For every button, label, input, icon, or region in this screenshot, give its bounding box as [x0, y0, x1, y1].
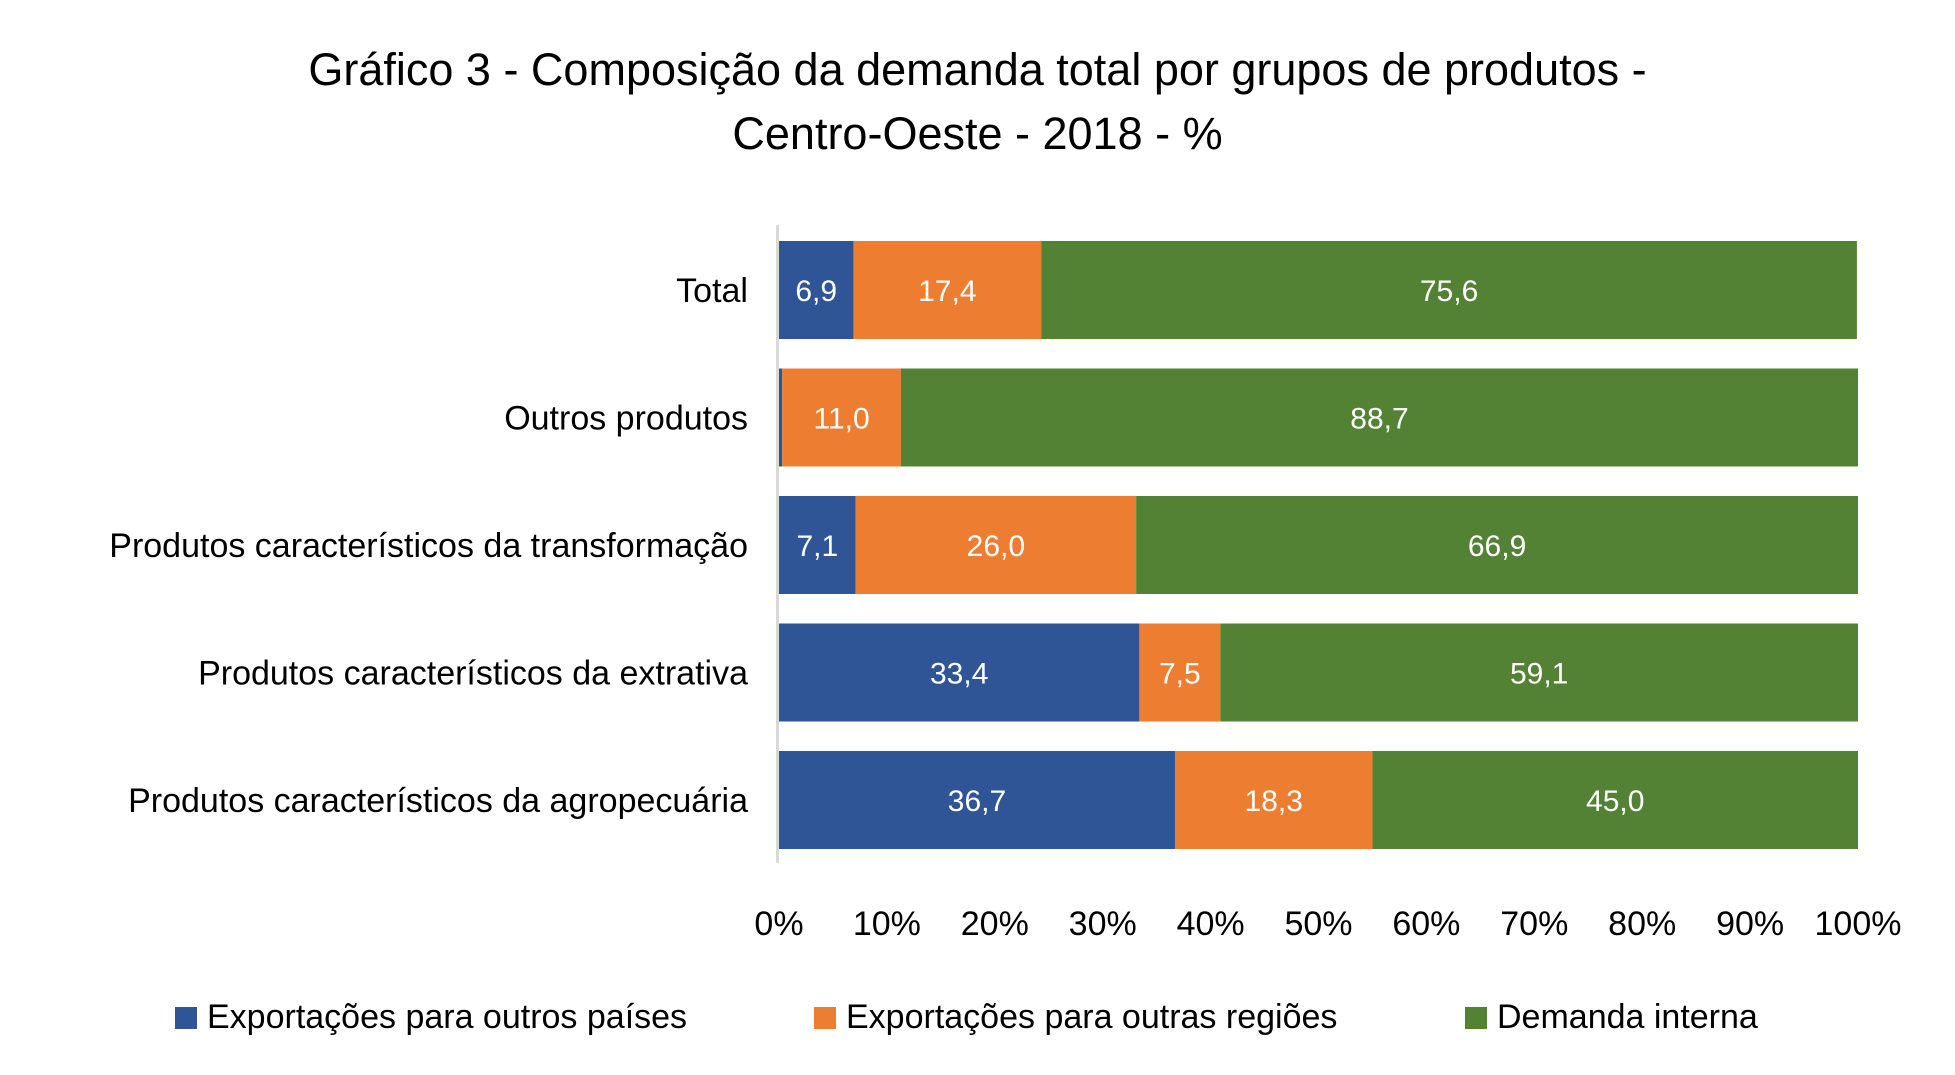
- category-label: Produtos característicos da transformaçã…: [109, 527, 748, 565]
- x-tick-label: 20%: [961, 905, 1029, 943]
- x-tick-label: 100%: [1815, 905, 1902, 943]
- x-tick-label: 70%: [1500, 905, 1568, 943]
- x-tick-label: 40%: [1177, 905, 1245, 943]
- bar-segment: [1041, 241, 1857, 339]
- bar-segment: [779, 751, 1175, 849]
- bar-segment: [1139, 623, 1221, 722]
- data-label: 75,6: [1420, 275, 1478, 308]
- legend-swatch: [1465, 1006, 1487, 1029]
- legend-swatch: [814, 1006, 836, 1029]
- bar-segment: [1220, 623, 1858, 722]
- data-label: 66,9: [1468, 530, 1526, 563]
- x-tick-label: 50%: [1284, 905, 1352, 943]
- bar-segment: [779, 368, 783, 467]
- x-tick-label: 30%: [1069, 905, 1137, 943]
- category-label: Produtos característicos da extrativa: [198, 655, 748, 693]
- data-label: 26,0: [967, 530, 1025, 563]
- data-label: 33,4: [930, 658, 988, 691]
- bar-segment: [779, 241, 854, 339]
- data-label: 88,7: [1350, 403, 1408, 436]
- legend-swatch: [175, 1006, 197, 1029]
- legend-item: Exportações para outros países: [175, 998, 687, 1037]
- bar-segment: [1372, 751, 1858, 849]
- data-label: 17,4: [918, 275, 976, 308]
- bar-segment: [779, 496, 856, 594]
- x-tick-label: 0%: [754, 905, 803, 943]
- legend-item: Exportações para outras regiões: [814, 998, 1337, 1037]
- data-label: 11,0: [813, 403, 869, 436]
- chart-title-line-2: Centro-Oeste - 2018 - %: [732, 108, 1223, 159]
- legend-item: Demanda interna: [1465, 998, 1758, 1037]
- category-label: Outros produtos: [504, 400, 748, 438]
- bar-segment: [855, 496, 1137, 594]
- data-label: 7,5: [1159, 658, 1201, 691]
- bar-segment: [1174, 751, 1373, 849]
- data-label: 36,7: [948, 785, 1006, 818]
- data-label: 6,9: [795, 275, 837, 308]
- x-tick-label: 60%: [1392, 905, 1460, 943]
- data-label: 45,0: [1586, 785, 1644, 818]
- category-label: Total: [676, 272, 748, 310]
- x-tick-label: 90%: [1716, 905, 1784, 943]
- legend-label: Exportações para outras regiões: [846, 998, 1338, 1036]
- data-label: 59,1: [1510, 658, 1568, 691]
- chart-title-line-1: Gráfico 3 - Composição da demanda total …: [308, 44, 1647, 95]
- bar-segment: [900, 368, 1858, 467]
- bar-segment: [1136, 496, 1858, 594]
- bar-segment: [779, 623, 1140, 722]
- legend: Exportações para outros países Exportaçõe…: [0, 998, 1955, 1038]
- bar-segment: [782, 368, 901, 467]
- legend-label: Exportações para outros países: [207, 998, 688, 1036]
- x-tick-label: 80%: [1608, 905, 1676, 943]
- data-label: 18,3: [1245, 785, 1303, 818]
- bar-segment: [853, 241, 1042, 339]
- data-label: 7,1: [796, 530, 838, 563]
- category-label: Produtos característicos da agropecuária: [128, 782, 748, 820]
- legend-label: Demanda interna: [1497, 998, 1758, 1036]
- x-tick-label: 10%: [853, 905, 921, 943]
